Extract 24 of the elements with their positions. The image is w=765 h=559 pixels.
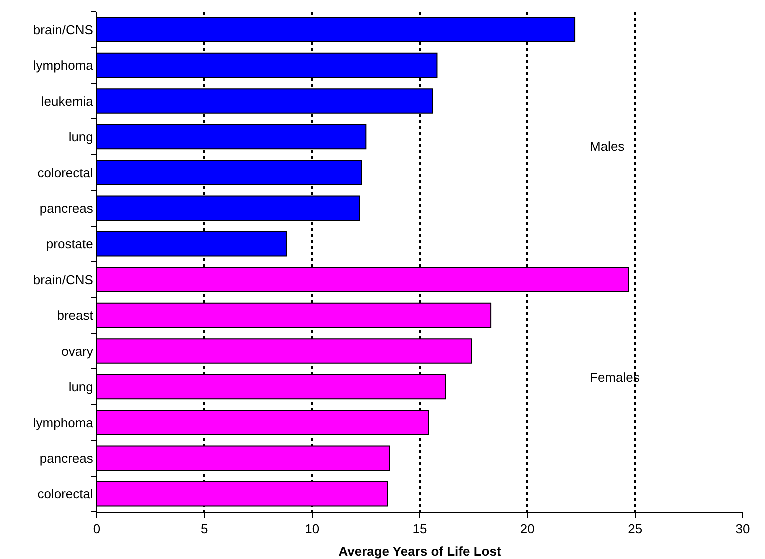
x-axis-title: Average Years of Life Lost: [338, 544, 502, 559]
x-tick-label: 15: [412, 522, 428, 537]
y-tick-label: lymphoma: [33, 58, 94, 74]
y-tick-label: lung: [68, 380, 94, 395]
y-tick-label: breast: [57, 308, 94, 324]
y-tick-label: colorectal: [38, 486, 94, 502]
x-tick-label: 5: [201, 522, 208, 537]
x-tick-label: 10: [305, 522, 320, 537]
annotation: Females: [590, 370, 640, 385]
y-tick-label: prostate: [46, 236, 94, 252]
x-tick-label: 20: [520, 522, 535, 537]
y-tick-label: lymphoma: [33, 415, 94, 430]
y-tick-label: lung: [68, 130, 94, 145]
y-tick-label: ovary: [62, 344, 94, 359]
x-tick-label: 25: [628, 522, 643, 537]
x-tick-label: 30: [736, 522, 750, 537]
y-tick-label: brain/CNS: [33, 22, 94, 38]
annotation: Males: [590, 139, 626, 154]
y-tick-label: leukemia: [41, 94, 94, 109]
x-tick-label: 0: [93, 522, 101, 537]
y-tick-label: pancreas: [40, 450, 94, 466]
y-tick-label: pancreas: [40, 200, 94, 216]
y-tick-label: brain/CNS: [33, 272, 94, 288]
y-tick-label: colorectal: [38, 165, 94, 180]
